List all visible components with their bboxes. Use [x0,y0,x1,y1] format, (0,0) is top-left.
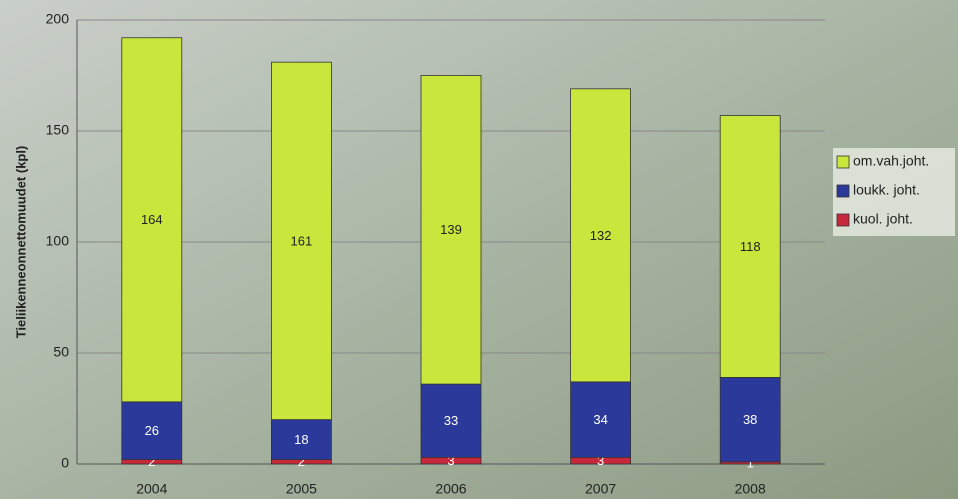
x-tick-label: 2005 [286,481,317,497]
data-label: 3 [447,453,454,468]
legend-label: om.vah.joht. [853,153,929,169]
x-tick-label: 2007 [585,481,616,497]
x-tick-label: 2006 [435,481,466,497]
data-label: 139 [440,222,462,237]
legend-label: kuol. joht. [853,211,913,227]
bar-segment [420,75,482,385]
y-tick-label: 0 [61,455,69,471]
legend-swatch [836,184,850,198]
bar-segment [121,401,183,460]
legend-label: loukk. joht. [853,182,920,198]
x-tick-label: 2004 [136,481,167,497]
bar-segment [719,377,781,463]
y-tick-label: 200 [46,11,70,27]
data-label: 38 [743,412,757,427]
data-label: 26 [145,423,159,438]
y-axis-label: Tieliikenneonnettomuudet (kpl) [13,146,28,339]
data-label: 34 [593,412,607,427]
data-label: 33 [444,413,458,428]
bar-segment [121,37,183,403]
data-label: 1 [747,455,754,470]
legend-swatch [836,213,850,227]
y-tick-label: 50 [53,344,69,360]
data-label: 164 [141,212,163,227]
y-tick-label: 150 [46,122,70,138]
legend-swatch [836,155,850,169]
data-label: 18 [294,432,308,447]
legend-box [833,148,955,236]
y-tick-label: 100 [46,233,70,249]
data-label: 132 [590,228,612,243]
data-label: 2 [298,454,305,469]
data-label: 161 [291,233,313,248]
bar-segment [270,61,332,421]
data-label: 2 [148,454,155,469]
data-label: 3 [597,453,604,468]
bar-segment [570,88,631,383]
bar-segment [719,115,781,378]
bar-segment [420,383,482,458]
bar-segment [270,419,332,460]
bar-segment [570,381,631,458]
x-tick-label: 2008 [735,481,766,497]
data-label: 118 [740,239,761,254]
